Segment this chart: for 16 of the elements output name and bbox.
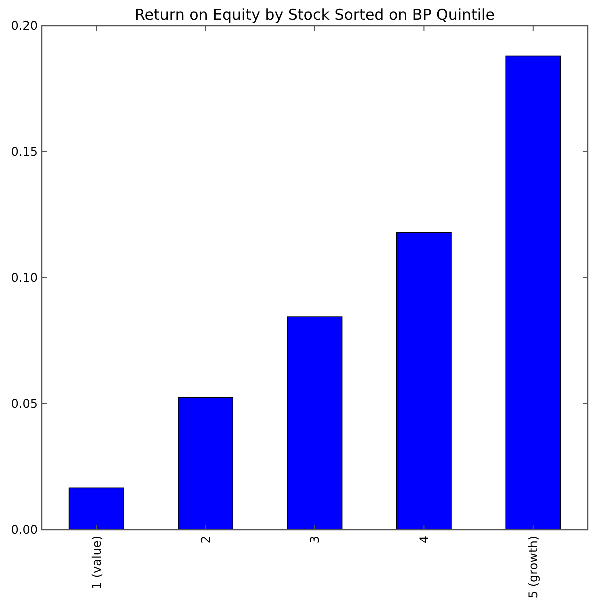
x-tick-label: 4 <box>417 536 432 544</box>
y-tick-label: 0.20 <box>11 19 38 34</box>
y-tick-label: 0.15 <box>11 145 38 160</box>
y-tick-label: 0.00 <box>11 523 38 538</box>
chart-title: Return on Equity by Stock Sorted on BP Quintile <box>135 6 495 24</box>
bar <box>178 397 234 530</box>
bar <box>68 488 124 530</box>
x-tick-label: 1 (value) <box>90 536 104 590</box>
x-tick-label: 5 (growth) <box>526 536 541 599</box>
bar <box>506 56 562 530</box>
y-tick-label: 0.10 <box>11 271 38 286</box>
y-tick-label: 0.05 <box>11 397 38 412</box>
bar <box>287 316 343 530</box>
bar <box>396 232 452 530</box>
x-tick-label: 2 <box>199 536 213 544</box>
x-tick-label: 3 <box>308 536 322 544</box>
